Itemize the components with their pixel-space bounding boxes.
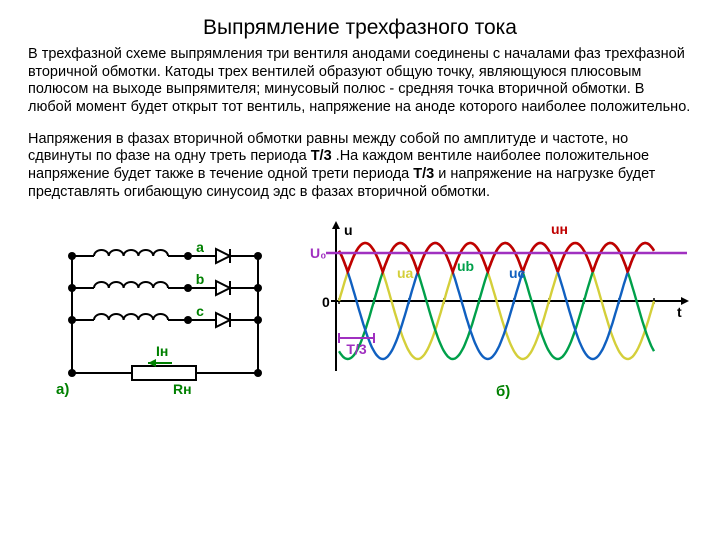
paragraph-1: В трехфазной схеме выпрямления три венти… bbox=[28, 46, 692, 117]
svg-text:T/3: T/3 bbox=[347, 341, 367, 357]
svg-text:Iн: Iн bbox=[156, 343, 168, 359]
svg-text:uн: uн bbox=[551, 221, 568, 237]
svg-text:0: 0 bbox=[322, 294, 330, 310]
svg-text:Rн: Rн bbox=[173, 381, 192, 397]
svg-text:а): а) bbox=[56, 381, 69, 398]
circuit-diagram: abc Iн Rн а) bbox=[28, 216, 301, 406]
svg-text:t: t bbox=[677, 304, 682, 320]
svg-text:c: c bbox=[196, 303, 204, 319]
waveform-chart: u t 0 U₀ T/3 ua ub uc uн б) bbox=[301, 216, 692, 406]
svg-text:ub: ub bbox=[457, 258, 474, 274]
page-title: Выпрямление трехфазного тока bbox=[28, 16, 692, 40]
svg-text:ua: ua bbox=[397, 265, 414, 281]
svg-text:uc: uc bbox=[509, 265, 526, 281]
figures-row: abc Iн Rн а) u t 0 U₀ T/3 ua ub uc uн б) bbox=[28, 216, 692, 406]
svg-text:U₀: U₀ bbox=[310, 245, 326, 261]
svg-text:a: a bbox=[196, 239, 204, 255]
svg-text:б): б) bbox=[496, 383, 510, 400]
paragraph-2: Напряжения в фазах вторичной обмотки рав… bbox=[28, 131, 692, 202]
svg-text:b: b bbox=[196, 271, 205, 287]
svg-text:u: u bbox=[344, 222, 353, 238]
